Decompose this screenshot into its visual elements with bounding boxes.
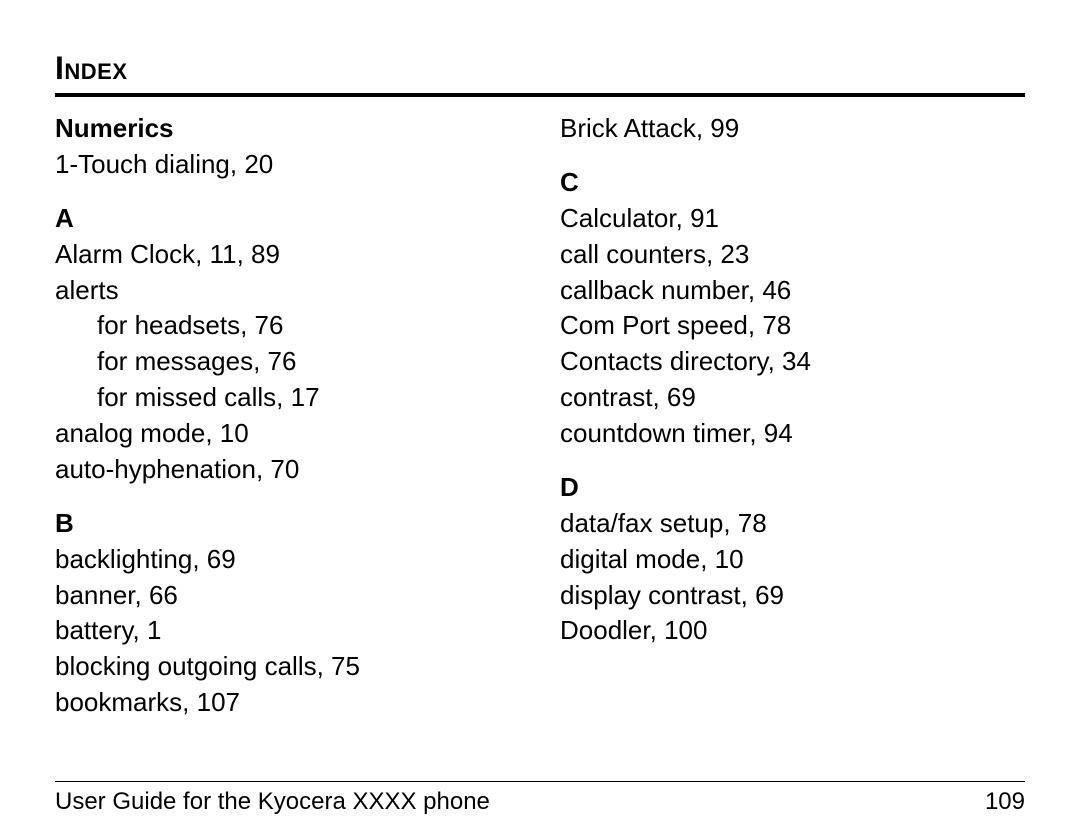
index-entry: blocking outgoing calls, 75: [55, 649, 520, 685]
index-entry: Doodler, 100: [560, 613, 1025, 649]
section-heading-a: A: [55, 201, 520, 237]
section-heading-d: D: [560, 470, 1025, 506]
page-title: Index: [55, 50, 1025, 87]
section-heading-c: C: [560, 165, 1025, 201]
index-entry: banner, 66: [55, 578, 520, 614]
index-page: Index Numerics 1-Touch dialing, 20 A Ala…: [0, 0, 1080, 834]
section-heading-b: B: [55, 506, 520, 542]
footer-guide-text: User Guide for the Kyocera XXXX phone: [55, 788, 490, 816]
index-entry: battery, 1: [55, 613, 520, 649]
index-entry: alerts: [55, 273, 520, 309]
index-columns: Numerics 1-Touch dialing, 20 A Alarm Clo…: [55, 111, 1025, 721]
index-entry: digital mode, 10: [560, 542, 1025, 578]
index-entry: contrast, 69: [560, 380, 1025, 416]
index-subentry: for missed calls, 17: [55, 380, 520, 416]
index-entry: Calculator, 91: [560, 201, 1025, 237]
right-column: Brick Attack, 99 C Calculator, 91 call c…: [560, 111, 1025, 721]
index-entry: callback number, 46: [560, 273, 1025, 309]
title-rule: [55, 93, 1025, 97]
index-entry: 1-Touch dialing, 20: [55, 147, 520, 183]
section-heading-numerics: Numerics: [55, 111, 520, 147]
index-entry: data/fax setup, 78: [560, 506, 1025, 542]
index-entry: auto-hyphenation, 70: [55, 452, 520, 488]
page-footer: User Guide for the Kyocera XXXX phone 10…: [55, 781, 1025, 816]
index-subentry: for headsets, 76: [55, 308, 520, 344]
index-entry: Brick Attack, 99: [560, 111, 1025, 147]
index-entry: bookmarks, 107: [55, 685, 520, 721]
index-entry: Alarm Clock, 11, 89: [55, 237, 520, 273]
index-entry: analog mode, 10: [55, 416, 520, 452]
left-column: Numerics 1-Touch dialing, 20 A Alarm Clo…: [55, 111, 520, 721]
index-entry: Com Port speed, 78: [560, 308, 1025, 344]
index-entry: Contacts directory, 34: [560, 344, 1025, 380]
index-entry: call counters, 23: [560, 237, 1025, 273]
index-entry: backlighting, 69: [55, 542, 520, 578]
footer-page-number: 109: [985, 788, 1025, 816]
index-entry: countdown timer, 94: [560, 416, 1025, 452]
index-subentry: for messages, 76: [55, 344, 520, 380]
index-entry: display contrast, 69: [560, 578, 1025, 614]
